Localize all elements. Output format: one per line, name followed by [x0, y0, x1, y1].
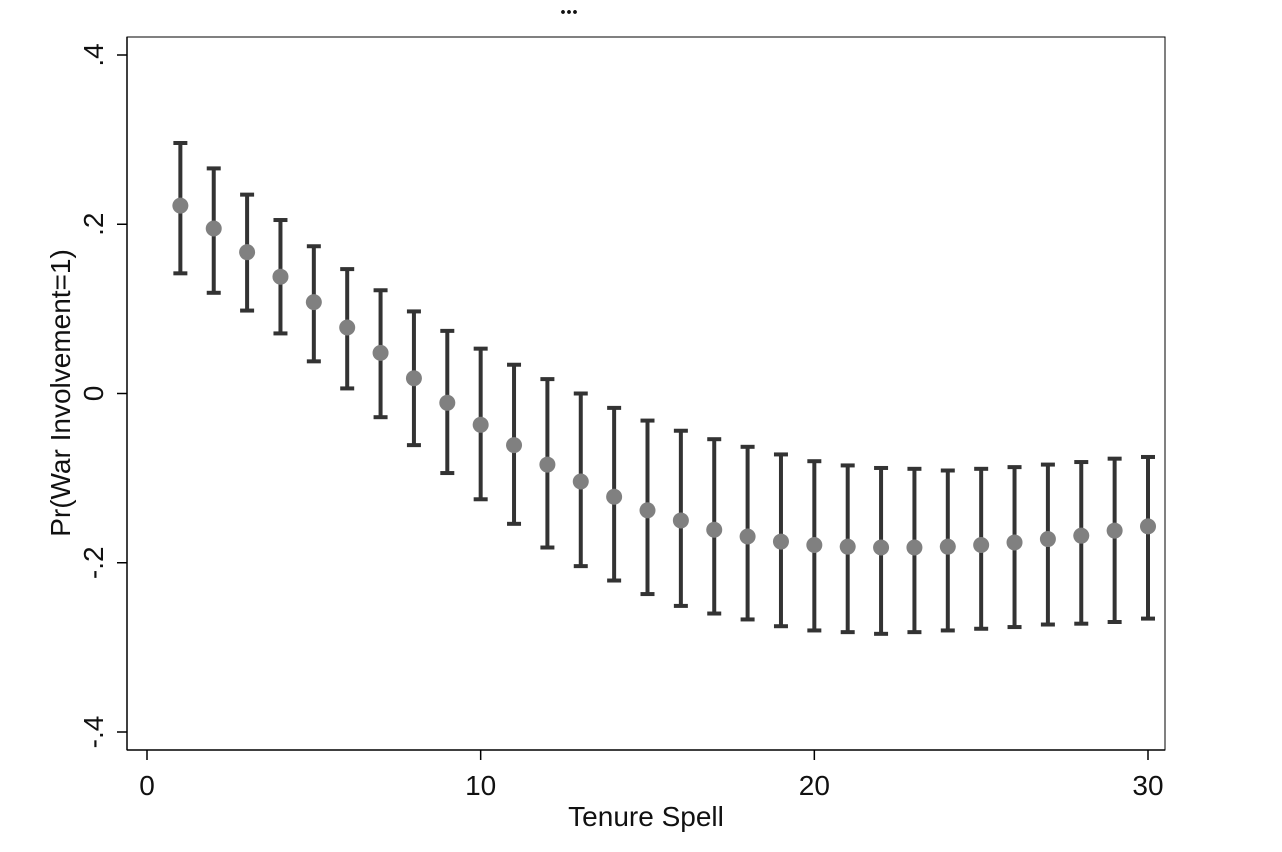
data-point — [539, 456, 556, 473]
data-point — [639, 502, 656, 519]
x-axis-ticks: 0 10 20 30 — [139, 750, 1164, 801]
data-point — [672, 512, 689, 529]
y-axis-title: Pr(War Involvement=1) — [45, 249, 76, 537]
data-point — [906, 539, 923, 556]
x-axis-title: Tenure Spell — [568, 801, 724, 832]
data-point — [1073, 527, 1090, 544]
data-point — [1106, 522, 1123, 539]
data-point — [439, 394, 456, 411]
data-point — [1006, 534, 1023, 551]
y-tick-label: -.2 — [78, 546, 109, 579]
data-point — [806, 536, 823, 553]
data-point — [506, 437, 523, 454]
data-point — [239, 244, 256, 261]
data-point — [572, 473, 589, 490]
y-axis-ticks: -.4 -.2 0 .2 .4 — [78, 43, 127, 748]
data-point — [939, 538, 956, 555]
data-point — [172, 197, 189, 214]
error-bars — [173, 141, 1155, 636]
x-tick-label: 0 — [139, 770, 155, 801]
y-tick-label: 0 — [78, 386, 109, 402]
data-point — [739, 528, 756, 545]
data-point — [606, 488, 623, 505]
data-point — [272, 268, 289, 285]
data-point — [339, 319, 356, 336]
data-point — [472, 416, 489, 433]
data-point — [873, 539, 890, 556]
data-point — [205, 220, 222, 237]
plot-frame — [126, 36, 1166, 751]
point-estimates — [172, 197, 1156, 556]
data-point — [706, 521, 723, 538]
data-point — [772, 533, 789, 550]
data-point — [305, 294, 322, 311]
data-point — [1039, 531, 1056, 548]
x-tick-label: 20 — [799, 770, 830, 801]
y-tick-label: .2 — [78, 213, 109, 236]
data-point — [372, 344, 389, 361]
data-point — [973, 536, 990, 553]
x-tick-label: 10 — [465, 770, 496, 801]
data-point — [405, 370, 422, 387]
x-tick-label: 30 — [1132, 770, 1163, 801]
data-point — [839, 538, 856, 555]
y-tick-label: -.4 — [78, 716, 109, 749]
y-tick-label: .4 — [78, 43, 109, 66]
caption-fragment: ... — [560, 0, 578, 20]
data-point — [1140, 518, 1156, 535]
